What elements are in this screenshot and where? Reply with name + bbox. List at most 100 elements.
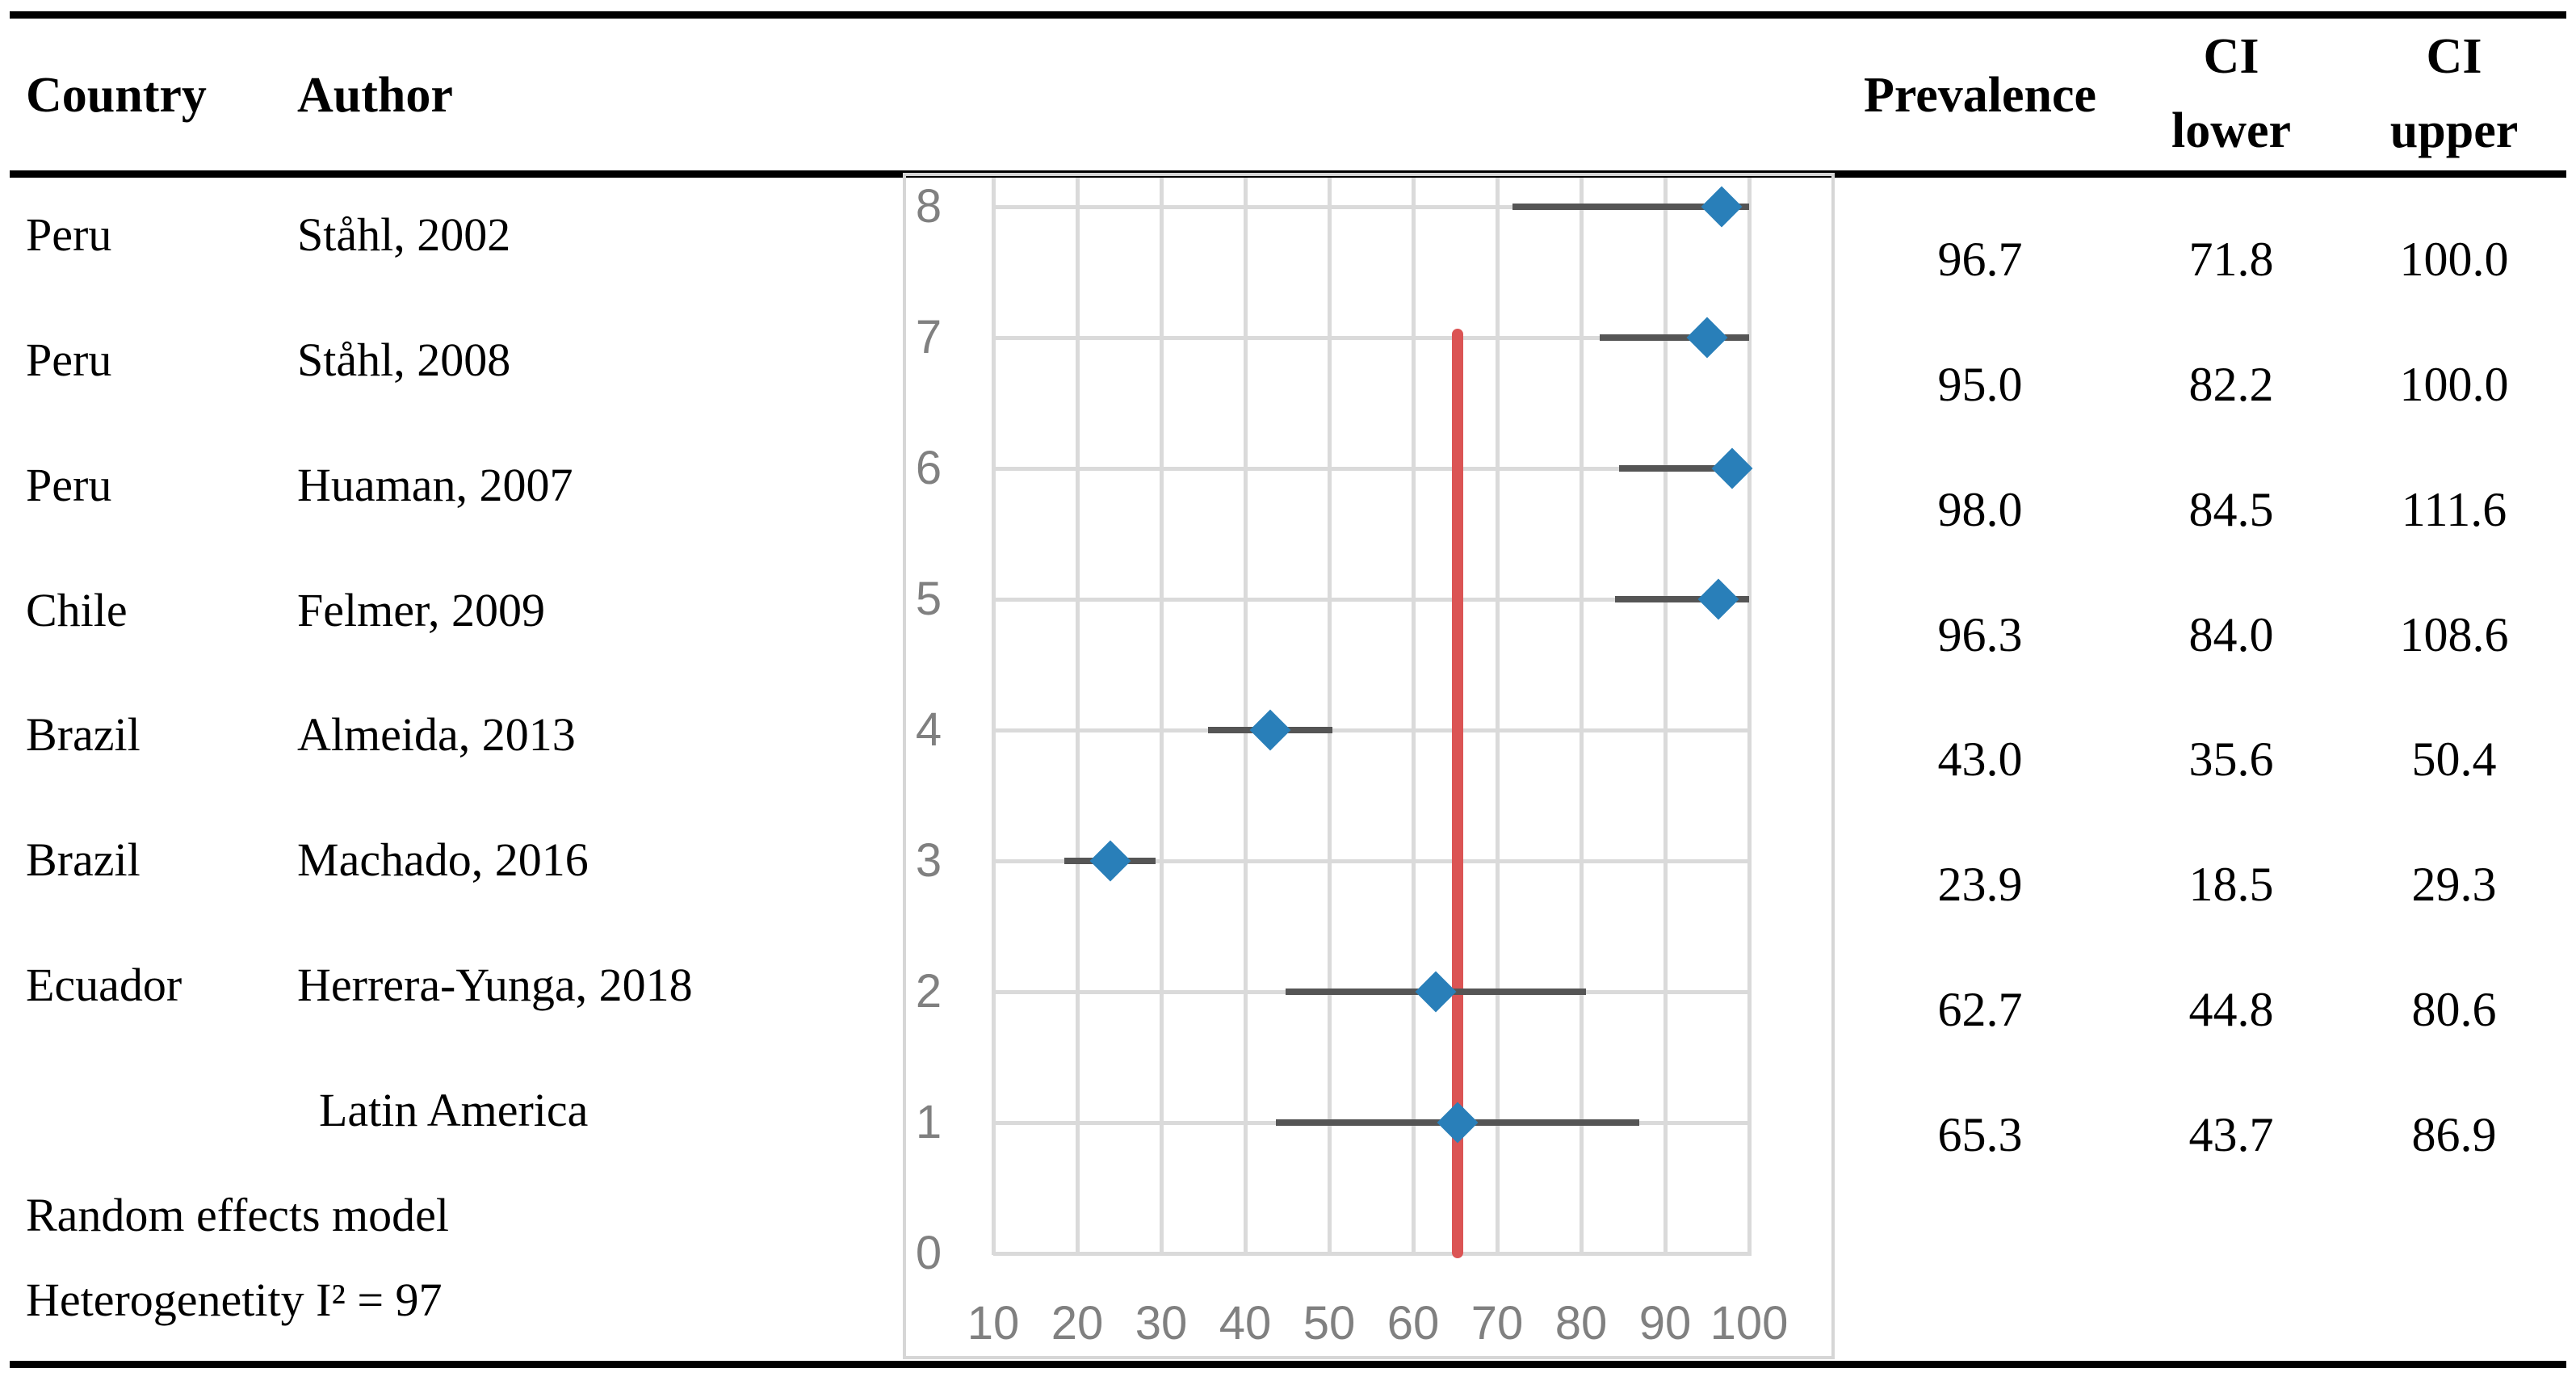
y-axis-tick-label: 8 [915,180,942,233]
table-row: Peru Ståhl, 2008 95.0 82.2 100.0 [0,328,2576,411]
ci-upper-value: 29.3 [2411,858,2497,911]
ci-upper-value: 108.6 [2399,608,2509,661]
x-axis-tick-label: 10 [967,1297,1020,1350]
col-header-country: Country [26,68,207,123]
x-axis-tick-label: 40 [1219,1297,1272,1350]
x-axis-tick-label: 70 [1471,1297,1524,1350]
ci-upper-value: 100.0 [2399,233,2509,286]
table-row: Brazil Machado, 2016 23.9 18.5 29.3 [0,828,2576,911]
prevalence-value: 96.7 [1937,233,2023,286]
col-header-ci-upper: CI upper [2390,19,2518,168]
vertical-gridline [1496,178,1500,1255]
confidence-interval-bar [1618,465,1749,472]
prevalence-diamond-marker [1437,1102,1479,1144]
pooled-estimate-reference-line [1452,329,1464,1258]
horizontal-gridline [993,598,1752,602]
author-label: Herrera-Yunga, 2018 [297,959,693,1011]
ci-lower-value: 44.8 [2188,983,2274,1036]
author-label: Machado, 2016 [297,833,589,886]
ci-lower-value: 84.5 [2188,483,2274,536]
horizontal-gridline [993,728,1752,732]
col-header-author: Author [297,68,453,123]
prevalence-value: 96.3 [1937,608,2023,661]
col-header-prevalence: Prevalence [1863,68,2097,123]
heterogeneity-label: Heterogenetity I² = 97 [26,1274,443,1326]
ci-upper-value: 111.6 [2401,483,2507,536]
table-row: Peru Ståhl, 2002 96.7 71.8 100.0 [0,203,2576,286]
table-bottom-rule [10,1361,2566,1368]
country-label: Chile [26,584,128,636]
author-label: Latin America [319,1084,589,1136]
ci-lower-value: 18.5 [2188,858,2274,911]
prevalence-diamond-marker [1415,971,1457,1013]
vertical-gridline [1747,178,1752,1255]
ci-lower-line2: lower [2171,103,2292,158]
x-axis-tick-label: 50 [1303,1297,1356,1350]
y-axis-tick-label: 6 [915,442,942,494]
vertical-gridline [1244,178,1248,1255]
confidence-interval-bar [1512,204,1749,210]
ci-lower-value: 84.0 [2188,608,2274,661]
prevalence-diamond-marker [1249,709,1291,751]
y-axis-tick-label: 1 [915,1096,942,1148]
vertical-gridline [1328,178,1332,1255]
y-axis-tick-label: 2 [915,965,942,1018]
ci-upper-value: 80.6 [2411,983,2497,1036]
author-label: Ståhl, 2008 [297,334,511,386]
vertical-gridline [992,178,996,1255]
y-axis-tick-label: 4 [915,703,942,756]
table-row: Ecuador Herrera-Yunga, 2018 62.7 44.8 80… [0,953,2576,1036]
y-axis-tick-label: 7 [915,311,942,363]
ci-upper-line1: CI [2426,29,2482,84]
horizontal-gridline [993,859,1752,863]
country-label: Peru [26,334,112,386]
table-row: Peru Huaman, 2007 98.0 84.5 111.6 [0,453,2576,536]
author-label: Ståhl, 2002 [297,208,511,261]
y-axis-tick-label: 0 [915,1227,942,1279]
confidence-interval-bar [1614,596,1749,602]
author-label: Huaman, 2007 [297,459,573,511]
ci-upper-value: 50.4 [2411,732,2497,786]
prevalence-diamond-marker [1711,447,1753,489]
country-label: Ecuador [26,959,183,1011]
horizontal-gridline [993,1252,1752,1256]
col-header-ci-lower: CI lower [2171,19,2291,168]
country-label: Peru [26,208,112,261]
ci-lower-value: 35.6 [2188,732,2274,786]
ci-lower-value: 43.7 [2188,1108,2274,1161]
vertical-gridline [1412,178,1416,1255]
random-effects-model-label: Random effects model [26,1189,450,1241]
y-axis-tick-label: 5 [915,573,942,625]
prevalence-diamond-marker [1089,840,1131,882]
confidence-interval-bar [1599,334,1749,341]
horizontal-gridline [993,336,1752,340]
table-row: Latin America 65.3 43.7 86.9 [0,1078,2576,1161]
prevalence-value: 23.9 [1937,858,2023,911]
ci-upper-value: 100.0 [2399,358,2509,411]
x-axis-tick-label: 90 [1638,1297,1692,1350]
vertical-gridline [1663,178,1668,1255]
chart-border [903,173,1835,1359]
ci-upper-line2: upper [2389,103,2519,158]
horizontal-gridline [993,467,1752,471]
prevalence-diamond-marker [1686,317,1728,359]
table-row: Brazil Almeida, 2013 43.0 35.6 50.4 [0,703,2576,786]
country-label: Peru [26,459,112,511]
vertical-gridline [1160,178,1164,1255]
country-label: Brazil [26,708,141,761]
prevalence-value: 95.0 [1937,358,2023,411]
prevalence-diamond-marker [1701,186,1743,228]
ci-upper-value: 86.9 [2411,1108,2497,1161]
horizontal-gridline [993,205,1752,209]
x-axis-tick-label: 60 [1387,1297,1440,1350]
ci-lower-value: 82.2 [2188,358,2274,411]
vertical-gridline [1580,178,1584,1255]
x-axis-tick-label: 100 [1710,1297,1789,1350]
table-row: Chile Felmer, 2009 96.3 84.0 108.6 [0,578,2576,661]
x-axis-tick-label: 20 [1051,1297,1104,1350]
author-label: Felmer, 2009 [297,584,545,636]
vertical-gridline [1076,178,1080,1255]
forest-plot-chart: 10 20 30 40 50 60 70 80 90 100 0 1 2 3 4 5 6 7 8 [903,176,1835,1359]
prevalence-value: 98.0 [1937,483,2023,536]
prevalence-value: 62.7 [1937,983,2023,1036]
